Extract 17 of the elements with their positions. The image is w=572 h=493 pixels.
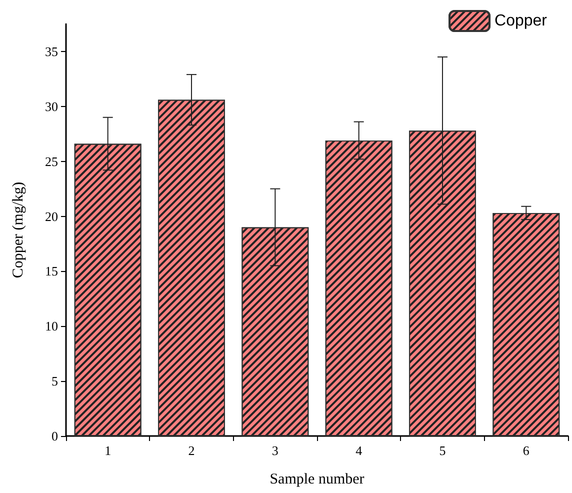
y-tick-label: 30	[45, 98, 58, 114]
x-axis-title: Sample number	[270, 472, 364, 488]
x-tick-label: 2	[188, 443, 195, 458]
y-tick-label: 25	[45, 154, 58, 169]
x-tick-label: 1	[104, 443, 112, 458]
legend-label: Copper	[494, 12, 548, 30]
y-tick-label: 20	[45, 208, 58, 224]
y-axis-title: Copper (mg/kg)	[10, 182, 26, 278]
y-tick-label: 5	[52, 374, 58, 389]
y-tick-label: 15	[45, 264, 58, 279]
x-tick-label: 6	[522, 443, 530, 458]
x-tick-label: 3	[272, 443, 278, 458]
y-tick-label: 0	[52, 428, 58, 444]
y-tick-label: 10	[45, 318, 58, 334]
x-tick-label: 4	[356, 443, 363, 458]
x-tick-label: 5	[439, 443, 446, 458]
y-tick-label: 35	[45, 44, 58, 59]
